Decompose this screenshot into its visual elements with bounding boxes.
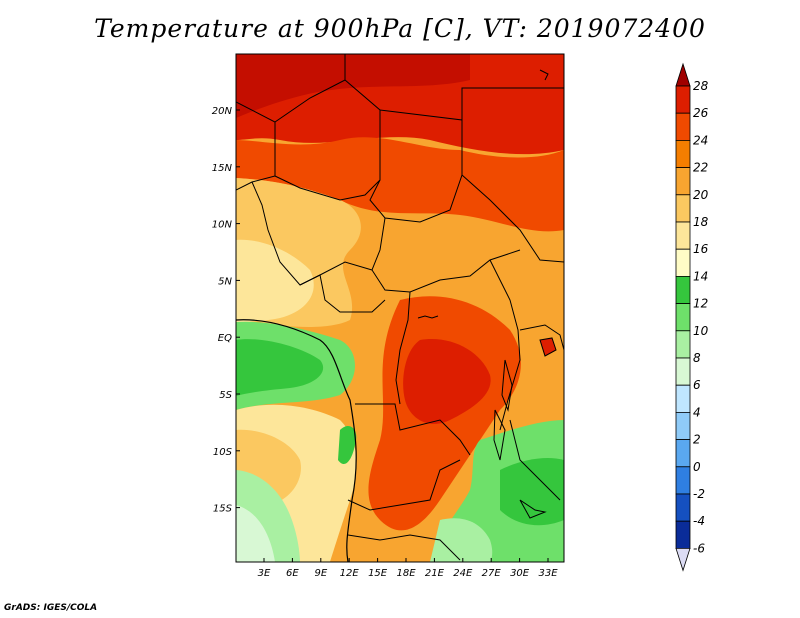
colorbar-segment bbox=[675, 275, 691, 304]
colorbar-segment bbox=[675, 221, 691, 250]
map-frame bbox=[235, 53, 565, 563]
colorbar-label: 22 bbox=[693, 161, 708, 175]
border-sudan bbox=[461, 174, 564, 263]
lat-label: 15S bbox=[213, 504, 233, 515]
border-libya-sudan bbox=[461, 87, 564, 120]
colorbar-segment bbox=[675, 411, 691, 440]
colorbar-label: 0 bbox=[693, 460, 701, 474]
colorbar-label: -4 bbox=[693, 514, 705, 528]
field-south-10 bbox=[236, 505, 275, 562]
coastline-west bbox=[236, 319, 357, 562]
colorbar-segment bbox=[675, 167, 691, 196]
field-angola-14 bbox=[338, 425, 357, 465]
field-west-18 bbox=[236, 239, 314, 322]
lat-label: 10S bbox=[213, 447, 233, 458]
field-se-16 bbox=[500, 458, 564, 526]
colorbar-label: 18 bbox=[693, 215, 709, 229]
border-tanzania bbox=[509, 419, 561, 501]
colorbar-bottom-arrow bbox=[675, 548, 691, 572]
lon-label: 9E bbox=[314, 568, 327, 579]
chart-title: Temperature at 900hPa [C], VT: 201907240… bbox=[94, 14, 706, 43]
border-mali bbox=[236, 101, 276, 191]
colorbar-label: 8 bbox=[693, 351, 701, 365]
border-zambia bbox=[347, 459, 461, 511]
colorbar-label: 24 bbox=[693, 133, 708, 147]
lat-label: 10N bbox=[212, 220, 233, 231]
lake-spot-1 bbox=[417, 315, 439, 319]
colorbar-segment bbox=[675, 384, 691, 413]
colorbar-segment bbox=[675, 194, 691, 223]
footer-credit: GrADS: IGES/COLA bbox=[4, 603, 98, 613]
lon-label: 33E bbox=[538, 568, 558, 579]
colorbar-label: 4 bbox=[693, 405, 701, 419]
lat-label: 20N bbox=[212, 106, 233, 117]
coast-ne bbox=[539, 69, 549, 81]
lon-label: 6E bbox=[286, 568, 299, 579]
colorbar-label: -2 bbox=[693, 487, 705, 501]
lat-axis: 20N 15N 10N 5N EQ 5S 10S 15S bbox=[212, 106, 240, 515]
colorbar-label: 26 bbox=[693, 106, 709, 120]
lat-label: 5N bbox=[218, 276, 232, 287]
border-angola-drc bbox=[355, 403, 471, 456]
country-borders bbox=[236, 54, 564, 562]
lat-label: EQ bbox=[218, 333, 232, 344]
colorbar-segment bbox=[675, 520, 691, 549]
colorbar-segment bbox=[675, 357, 691, 386]
field-eq-16 bbox=[236, 339, 324, 396]
colorbar-top-arrow bbox=[675, 62, 691, 87]
colorbar-label: 10 bbox=[693, 324, 709, 338]
colorbar-label: -6 bbox=[693, 541, 705, 555]
colorbar-label: 2 bbox=[693, 433, 701, 447]
colorbar-label: 12 bbox=[693, 297, 708, 311]
colorbar-segment bbox=[675, 466, 691, 495]
border-drc-e bbox=[489, 259, 521, 431]
colorbar-label: 14 bbox=[693, 269, 708, 283]
border-niger bbox=[274, 79, 381, 201]
colorbar-segment bbox=[675, 139, 691, 168]
colorbar-segment bbox=[675, 303, 691, 332]
field-north-28 bbox=[236, 54, 470, 118]
lon-label: 15E bbox=[368, 568, 388, 579]
temperature-field bbox=[236, 54, 564, 562]
colorbar-segment bbox=[675, 112, 691, 141]
border-drc-w bbox=[395, 291, 411, 405]
field-se-12 bbox=[430, 518, 493, 562]
field-24 bbox=[236, 137, 564, 232]
border-namibia bbox=[347, 534, 461, 561]
colorbar-segment bbox=[675, 248, 691, 277]
colorbar-label: 6 bbox=[693, 378, 701, 392]
lake-kariba bbox=[519, 499, 547, 519]
colorbar-label: 16 bbox=[693, 242, 709, 256]
border-cameroon-s bbox=[319, 274, 386, 313]
border-chad bbox=[369, 109, 463, 223]
lon-label: 24E bbox=[453, 568, 473, 579]
colorbar-segment bbox=[675, 439, 691, 468]
lon-label: 3E bbox=[258, 568, 271, 579]
colorbar-label: 28 bbox=[693, 79, 709, 93]
lat-label: 15N bbox=[212, 163, 233, 174]
lon-label: 21E bbox=[425, 568, 445, 579]
lon-label: 18E bbox=[396, 568, 416, 579]
field-central-26 bbox=[403, 339, 491, 424]
lon-label: 30E bbox=[510, 568, 530, 579]
lake-albert bbox=[501, 359, 513, 412]
lon-axis: 3E 6E 9E 12E 15E 18E 21E 24E 27E 30E 33E bbox=[258, 558, 558, 579]
colorbar-segment bbox=[675, 330, 691, 359]
lake-tanganyika bbox=[493, 409, 506, 461]
border-uganda bbox=[519, 324, 564, 351]
lon-label: 27E bbox=[482, 568, 502, 579]
border-cameroon-n bbox=[299, 261, 373, 286]
lake-victoria bbox=[539, 337, 557, 357]
colorbar-segment bbox=[675, 493, 691, 522]
lat-label: 5S bbox=[219, 390, 232, 401]
lon-label: 12E bbox=[340, 568, 360, 579]
colorbar-label: 20 bbox=[693, 188, 709, 202]
colorbar-segment bbox=[675, 85, 691, 114]
